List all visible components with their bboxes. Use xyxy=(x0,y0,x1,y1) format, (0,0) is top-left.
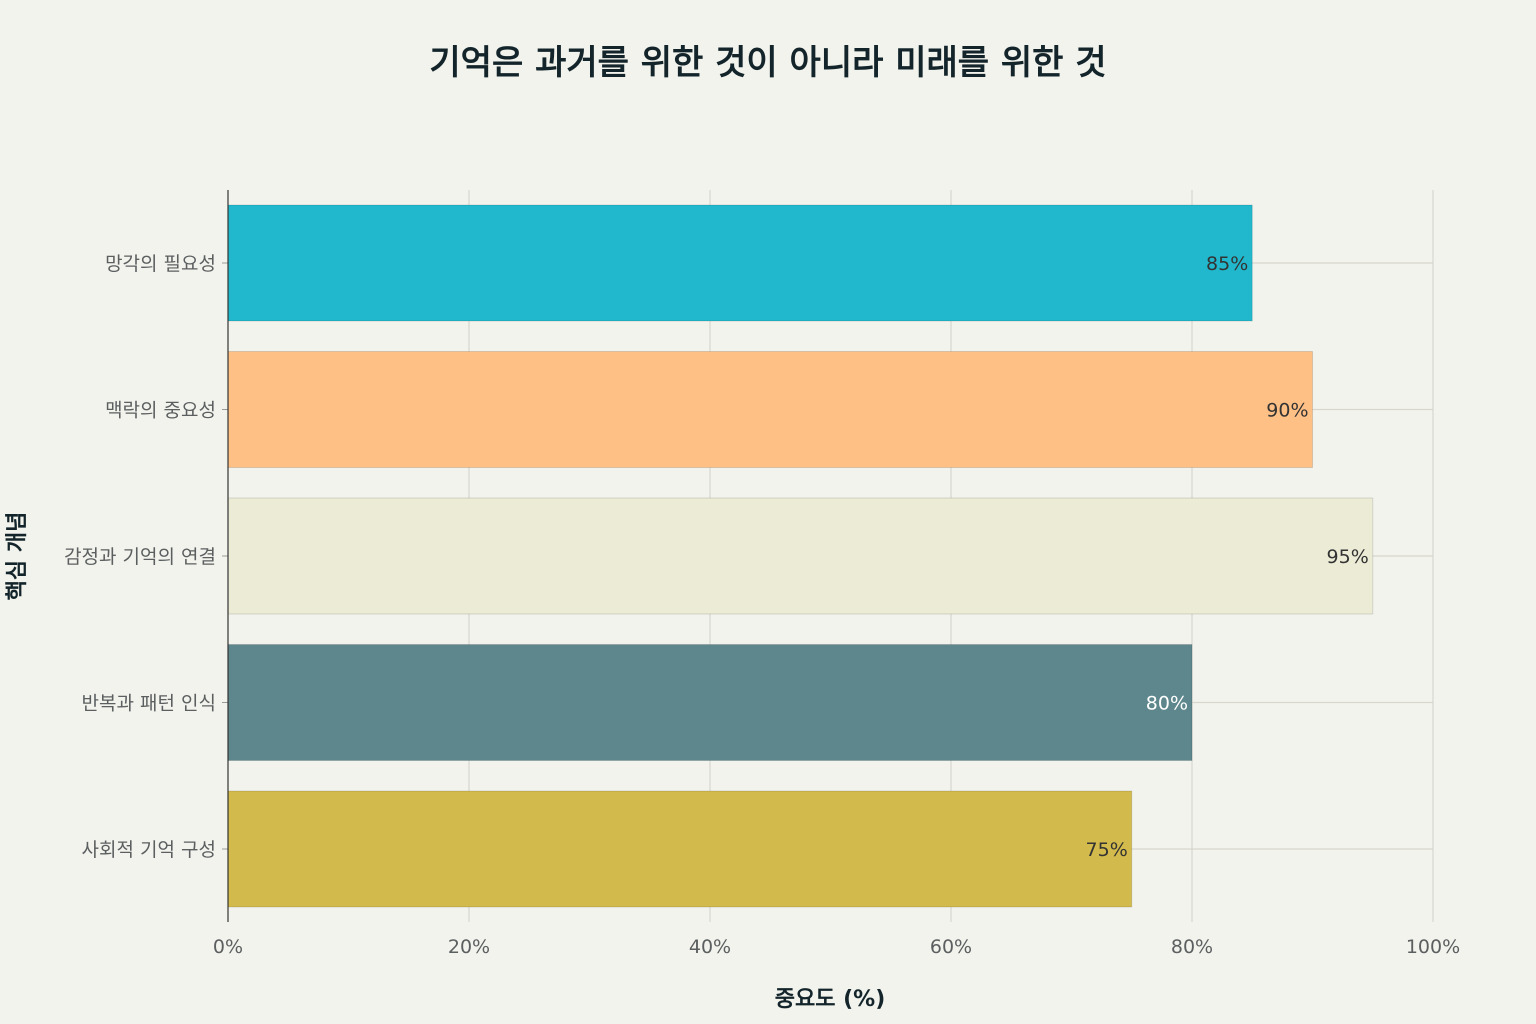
data-label: 80% xyxy=(1146,693,1188,715)
x-tick-label: 60% xyxy=(930,936,972,958)
y-axis-title: 핵심 개념 xyxy=(5,512,30,601)
x-axis-title: 중요도 (%) xyxy=(775,987,886,1012)
x-tick-label: 40% xyxy=(689,936,731,958)
bar xyxy=(227,644,1193,761)
bars xyxy=(227,204,1374,908)
data-label: 85% xyxy=(1206,253,1248,275)
data-label: 75% xyxy=(1086,839,1128,861)
x-tick-label: 0% xyxy=(213,936,243,958)
x-tick-label: 80% xyxy=(1171,936,1213,958)
chart-title: 기억은 과거를 위한 것이 아니라 미래를 위한 것 xyxy=(429,43,1106,83)
category-label: 사회적 기억 구성 xyxy=(82,839,216,861)
data-label: 90% xyxy=(1266,400,1308,422)
data-labels: 85% 90% 95% 80% 75% xyxy=(1086,253,1369,861)
x-tick-label: 100% xyxy=(1406,936,1460,958)
bar xyxy=(227,351,1313,468)
bar xyxy=(227,497,1374,615)
category-label: 반복과 패턴 인식 xyxy=(82,693,216,715)
category-label: 맥락의 중요성 xyxy=(105,400,216,422)
category-label: 망각의 필요성 xyxy=(105,253,216,275)
category-label: 감정과 기억의 연결 xyxy=(64,546,216,568)
bar xyxy=(227,204,1253,322)
bar xyxy=(227,790,1133,908)
x-tick-labels: 0% 20% 40% 60% 80% 100% xyxy=(213,936,1460,958)
x-tick-label: 20% xyxy=(448,936,490,958)
data-label: 95% xyxy=(1327,546,1369,568)
